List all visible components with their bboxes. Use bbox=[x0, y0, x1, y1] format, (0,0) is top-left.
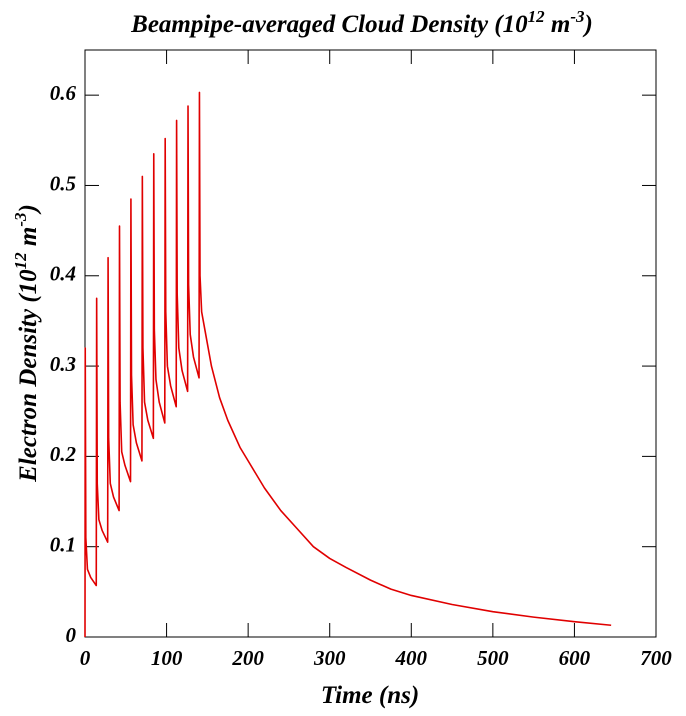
chart-title: Beampipe-averaged Cloud Density (1012 m-… bbox=[130, 7, 593, 38]
text-part: ) bbox=[583, 11, 593, 38]
y-tick-label: 0.4 bbox=[50, 262, 76, 286]
x-tick-label: 400 bbox=[395, 646, 428, 670]
text-part: Electron Density (10 bbox=[15, 269, 42, 483]
superscript: -3 bbox=[570, 7, 585, 26]
superscript: 12 bbox=[528, 7, 546, 26]
text-part: m bbox=[545, 11, 571, 38]
x-tick-label: 0 bbox=[80, 646, 91, 670]
x-tick-label: 100 bbox=[151, 646, 183, 670]
y-tick-label: 0.1 bbox=[50, 533, 76, 557]
text-part: Beampipe-averaged Cloud Density (10 bbox=[130, 11, 528, 38]
x-axis-label: Time (ns) bbox=[321, 682, 419, 709]
y-axis-label: Electron Density (1012 m-3) bbox=[11, 204, 42, 483]
x-tick-label: 600 bbox=[559, 646, 591, 670]
data-line bbox=[84, 91, 612, 638]
y-tick-label: 0 bbox=[66, 623, 77, 647]
x-tick-label: 500 bbox=[477, 646, 509, 670]
y-tick-label: 0.6 bbox=[50, 81, 77, 105]
y-tick-label: 0.5 bbox=[50, 171, 76, 195]
text-part: ) bbox=[15, 204, 42, 214]
x-tick-label: 200 bbox=[231, 646, 264, 670]
plot-frame bbox=[84, 49, 657, 638]
x-tick-label: 300 bbox=[313, 646, 346, 670]
superscript: -3 bbox=[11, 212, 30, 227]
superscript: 12 bbox=[11, 252, 30, 270]
text-part: m bbox=[15, 227, 42, 253]
y-tick-label: 0.2 bbox=[50, 442, 77, 466]
x-tick-label: 700 bbox=[640, 646, 672, 670]
y-tick-label: 0.3 bbox=[50, 352, 76, 376]
